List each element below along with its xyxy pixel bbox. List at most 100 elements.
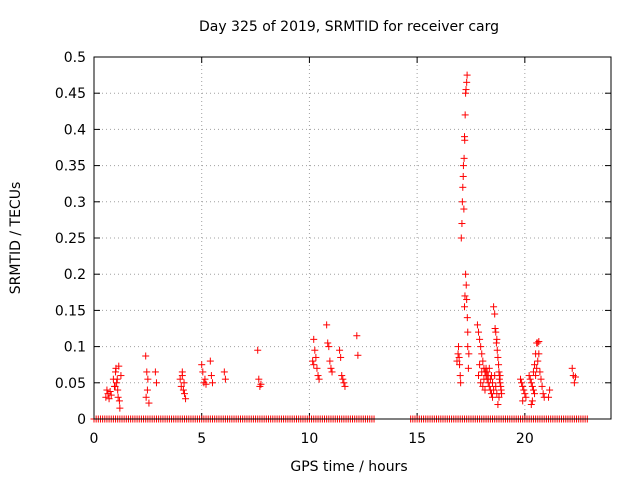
data-point — [531, 361, 539, 369]
data-point — [475, 328, 483, 336]
data-point — [179, 386, 187, 394]
data-point — [315, 375, 323, 383]
data-point — [180, 379, 188, 387]
data-point — [571, 373, 579, 381]
data-point — [532, 350, 540, 358]
data-point — [494, 353, 502, 361]
data-point — [465, 350, 473, 358]
data-point — [117, 372, 125, 380]
data-point — [458, 198, 466, 206]
x-tick-label: 15 — [408, 431, 426, 447]
data-point — [463, 71, 471, 79]
data-point — [493, 335, 501, 343]
data-point — [338, 372, 346, 380]
data-point — [145, 399, 153, 407]
data-point — [324, 339, 332, 347]
data-point — [457, 234, 465, 242]
data-point — [496, 372, 504, 380]
data-point — [477, 379, 485, 387]
data-point — [113, 375, 121, 383]
data-point — [107, 391, 115, 399]
data-point — [535, 338, 543, 346]
data-point — [522, 393, 530, 401]
data-point — [220, 368, 228, 376]
data-point — [323, 321, 331, 329]
data-point — [461, 303, 469, 311]
data-point — [532, 372, 540, 380]
data-point — [526, 375, 534, 383]
y-tick-label: 0 — [77, 412, 86, 428]
data-point — [114, 393, 122, 401]
data-point — [517, 375, 525, 383]
y-axis-ticks: 0 0.05 0.1 0.15 0.2 0.25 0.3 0.35 0.4 0.45 0.5 — [55, 50, 611, 428]
data-point — [354, 351, 362, 359]
data-point — [481, 386, 489, 394]
data-point — [478, 350, 486, 358]
data-point — [353, 332, 361, 340]
data-point — [489, 379, 497, 387]
data-point — [489, 393, 497, 401]
x-tick-label: 20 — [516, 431, 534, 447]
data-point — [546, 386, 554, 394]
data-point — [462, 281, 470, 289]
data-point — [534, 357, 542, 365]
data-point — [479, 357, 487, 365]
data-point — [454, 343, 462, 351]
data-point — [458, 220, 466, 228]
data-point — [464, 343, 472, 351]
data-point — [519, 397, 527, 405]
data-point — [182, 395, 190, 403]
data-point — [461, 292, 469, 300]
y-tick-label: 0.05 — [55, 376, 86, 392]
data-point — [103, 386, 111, 394]
y-tick-label: 0.45 — [55, 86, 86, 102]
data-point — [142, 352, 150, 360]
data-point — [116, 404, 124, 412]
data-point — [221, 375, 229, 383]
y-tick-label: 0.15 — [55, 303, 86, 319]
data-point — [485, 364, 493, 372]
y-tick-label: 0.1 — [64, 340, 86, 356]
data-point — [529, 386, 537, 394]
data-point — [495, 368, 503, 376]
data-point — [461, 136, 469, 144]
y-tick-label: 0.2 — [64, 267, 86, 283]
data-point — [457, 379, 465, 387]
data-point — [568, 364, 576, 372]
data-point — [207, 372, 215, 380]
data-point — [254, 346, 262, 354]
y-axis-label: SRMTID / TECUs — [8, 182, 24, 295]
chart-title: Day 325 of 2019, SRMTID for receiver car… — [199, 19, 499, 35]
data-point — [485, 382, 493, 390]
data-point — [537, 375, 545, 383]
data-point — [536, 368, 544, 376]
data-point — [313, 364, 321, 372]
data-point — [455, 353, 463, 361]
data-point — [459, 162, 467, 170]
data-point — [178, 368, 186, 376]
data-point — [453, 357, 461, 365]
y-tick-label: 0.25 — [55, 231, 86, 247]
data-point — [462, 270, 470, 278]
data-point — [115, 362, 123, 370]
data-point — [255, 375, 263, 383]
data-point — [483, 368, 491, 376]
data-point — [464, 328, 472, 336]
data-point — [143, 386, 151, 394]
data-point — [460, 205, 468, 213]
data-point — [257, 380, 265, 388]
data-point — [518, 379, 526, 387]
data-point — [476, 361, 484, 369]
data-point — [341, 382, 349, 390]
grid-lines — [94, 57, 611, 419]
data-point — [492, 328, 500, 336]
data-point — [473, 321, 481, 329]
data-point — [199, 368, 207, 376]
data-point — [115, 397, 123, 405]
data-point — [201, 375, 209, 383]
data-point — [495, 375, 503, 383]
data-point — [106, 387, 114, 395]
data-point — [476, 335, 484, 343]
